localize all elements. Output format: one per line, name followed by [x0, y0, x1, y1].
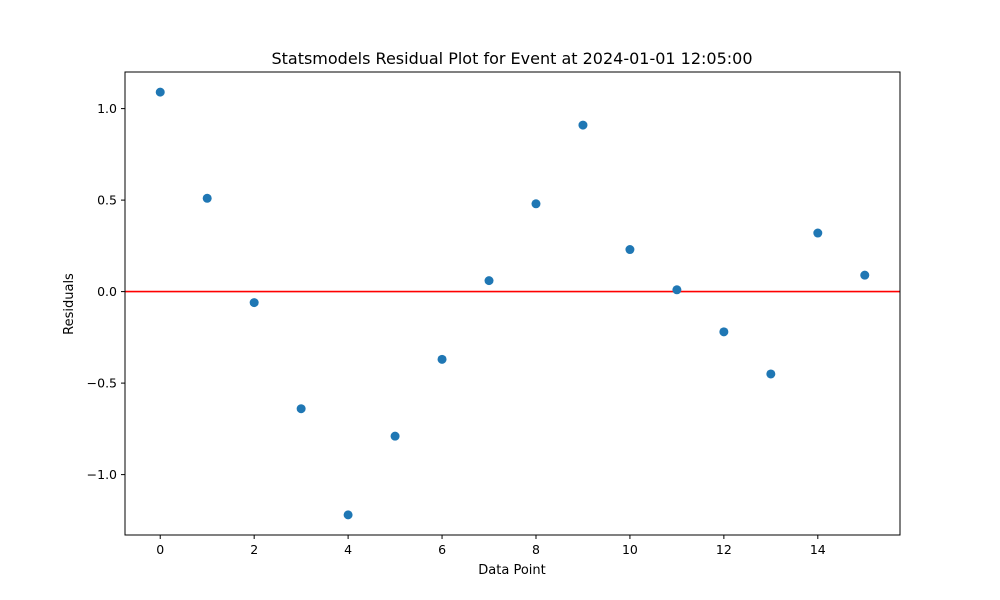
- x-tick-label: 2: [250, 542, 258, 557]
- y-axis-ticks: −1.0 −0.5 0.0 0.5 1.0: [87, 101, 125, 482]
- x-tick-label: 0: [156, 542, 164, 557]
- data-point: [578, 120, 588, 130]
- data-points: [155, 87, 870, 520]
- data-point: [672, 285, 682, 295]
- x-axis-label: Data Point: [478, 563, 545, 578]
- data-point: [202, 193, 212, 203]
- y-axis-label: Residuals: [62, 273, 77, 335]
- data-point: [766, 369, 776, 379]
- plot-area-frame: [124, 71, 901, 536]
- x-tick-label: 10: [622, 542, 638, 557]
- data-point: [390, 431, 400, 441]
- data-point: [484, 276, 494, 286]
- data-point: [719, 327, 729, 337]
- data-point: [155, 87, 165, 97]
- data-point: [343, 510, 353, 520]
- data-point: [296, 404, 306, 414]
- x-tick-label: 4: [344, 542, 352, 557]
- y-tick-label: 1.0: [97, 101, 117, 116]
- x-tick-label: 12: [716, 542, 732, 557]
- data-point: [531, 199, 541, 209]
- y-tick-label: −0.5: [87, 376, 117, 391]
- x-tick-label: 8: [532, 542, 540, 557]
- data-point: [860, 270, 870, 280]
- data-point: [437, 354, 447, 364]
- data-point: [813, 228, 823, 238]
- y-tick-label: 0.0: [97, 284, 117, 299]
- x-tick-label: 6: [438, 542, 446, 557]
- x-tick-label: 14: [810, 542, 826, 557]
- data-point: [625, 245, 635, 255]
- y-tick-label: 0.5: [97, 193, 117, 208]
- y-tick-label: −1.0: [87, 467, 117, 482]
- data-point: [249, 298, 259, 308]
- chart-title: Statsmodels Residual Plot for Event at 2…: [271, 49, 752, 68]
- x-axis-ticks: 0 2 4 6 8 10 12 14: [156, 535, 826, 557]
